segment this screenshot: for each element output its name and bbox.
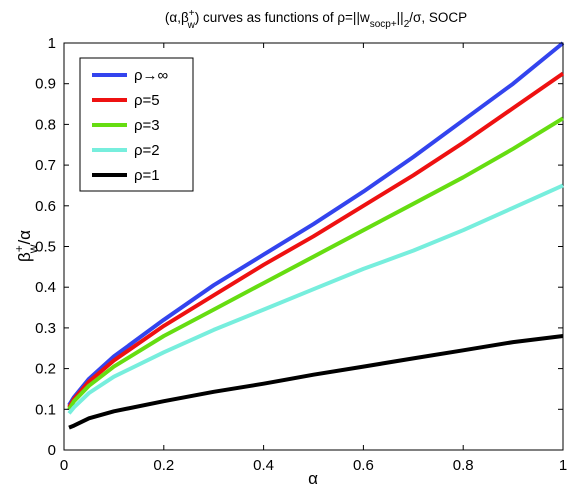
y-tick-label: 0.2 <box>35 361 56 378</box>
legend-label: ρ=3 <box>134 117 160 134</box>
y-tick-label: 0.7 <box>35 157 56 174</box>
series-line-1 <box>67 71 565 409</box>
x-tick-label: 0.8 <box>453 457 474 474</box>
y-tick-label: 0.8 <box>35 116 56 133</box>
x-tick-label: 0.4 <box>253 457 274 474</box>
series-line-3 <box>67 183 564 415</box>
legend-label: ρ=5 <box>134 92 160 109</box>
x-tick-label: 0.2 <box>153 457 174 474</box>
chart-title: (α,β+ w) curves as functions of ρ=||wsocp… <box>165 8 467 31</box>
legend: ρ→∞ ρ=5 ρ=3 ρ=2 ρ=1 <box>79 57 194 192</box>
legend-label: ρ→∞ <box>134 67 169 84</box>
y-tick-label: 0 <box>48 442 56 459</box>
x-tick-label: 1 <box>559 457 567 474</box>
series-line-2 <box>67 116 565 411</box>
y-tick-label: 1 <box>48 35 56 52</box>
legend-label: ρ=1 <box>134 167 160 184</box>
x-tick-label: 0.6 <box>353 457 374 474</box>
y-tick-label: 0.3 <box>35 320 56 337</box>
legend-label: ρ=2 <box>134 142 160 159</box>
y-tick-label: 0.4 <box>35 279 56 296</box>
ticks-layer: 0 0.2 0.4 0.6 0.8 1 0 0.1 0.2 0.3 0.4 0.5 0.6 0.7 0.8 0… <box>35 35 567 474</box>
x-tick-label: 0 <box>60 457 68 474</box>
x-axis-label: α <box>308 469 318 488</box>
y-tick-label: 0.1 <box>35 401 56 418</box>
y-axis-label: β+w/α <box>12 230 40 262</box>
series-line-0 <box>67 41 565 407</box>
y-tick-label: 0.5 <box>35 239 56 256</box>
series-line-4 <box>68 334 564 430</box>
series-layer <box>67 41 565 430</box>
y-tick-label: 0.9 <box>35 76 56 93</box>
y-tick-label: 0.6 <box>35 198 56 215</box>
